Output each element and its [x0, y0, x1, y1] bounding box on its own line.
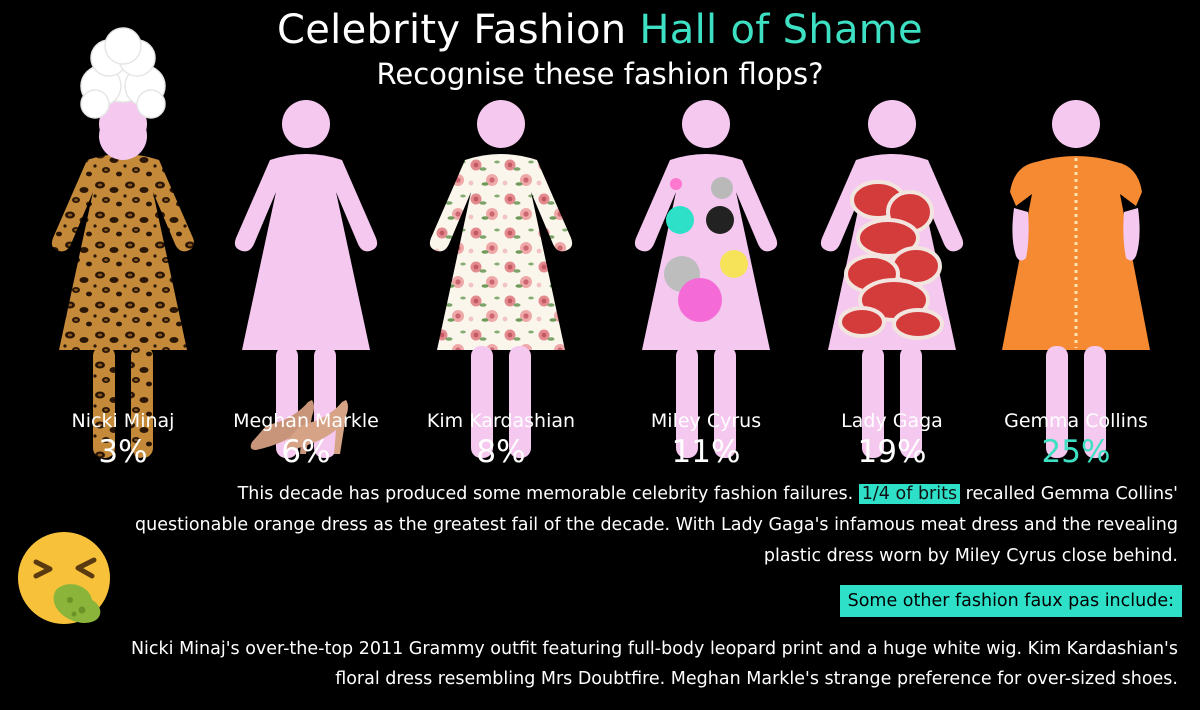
figure-dress [634, 154, 778, 350]
dress-dot [711, 177, 733, 199]
category-label: Meghan Markle [233, 410, 379, 432]
figure-arm-left [1012, 208, 1029, 261]
meat-cut [892, 308, 944, 340]
figure-leg-left [93, 346, 115, 458]
meat-cut [838, 306, 886, 338]
figure-head [868, 100, 916, 148]
dress-dot [666, 206, 694, 234]
meat-cut [856, 218, 920, 258]
figure-dress [51, 154, 195, 350]
wig-curl [136, 89, 166, 119]
dress-dot [720, 250, 748, 278]
category-label: Gemma Collins [1004, 410, 1148, 432]
value-label: 25% [1041, 434, 1111, 470]
category-label: Lady Gaga [841, 410, 943, 432]
oversized-heel [250, 400, 314, 454]
figure-leg-left [862, 346, 884, 458]
intro-text-after: recalled Gemma Collins' questionable ora… [135, 484, 1178, 566]
figure-arm-right [1123, 208, 1140, 261]
figure-leg-right [714, 346, 736, 458]
intro-paragraph: This decade has produced some memorable … [130, 479, 1178, 572]
figure-dress [234, 154, 378, 350]
figure-head [282, 100, 330, 148]
intro-text-before: This decade has produced some memorable … [237, 484, 854, 504]
value-label: 3% [98, 434, 148, 470]
figure-orange-dress [1002, 100, 1150, 458]
category-label: Miley Cyrus [650, 410, 762, 432]
value-label: 8% [476, 434, 526, 470]
figure-head [1052, 100, 1100, 148]
figure-head [682, 100, 730, 148]
figure-chart [51, 27, 1150, 458]
figure-face [99, 112, 147, 160]
white-wig [80, 27, 166, 119]
value-label: 19% [857, 434, 927, 470]
page-title: Celebrity Fashion Hall of Shame [0, 6, 1200, 54]
figure-leg-right [509, 346, 531, 458]
figure-leopard-print [51, 27, 195, 458]
callout-box: Some other fashion faux pas include: [839, 585, 1182, 617]
nauseated-face-icon [18, 532, 110, 624]
category-label: Kim Kardashian [426, 410, 576, 432]
figure-leg-left [1046, 346, 1068, 458]
figure-dress [429, 154, 573, 350]
figure-dress [1002, 156, 1150, 350]
category-label: Nicki Minaj [71, 410, 175, 432]
wig-curl [80, 89, 110, 119]
figure-oversized-heels [234, 100, 378, 458]
value-label: 11% [671, 434, 741, 470]
figure-meat-dress [820, 100, 964, 458]
other-fails-paragraph: Nicki Minaj's over-the-top 2011 Grammy o… [130, 639, 1178, 689]
dress-dot [706, 206, 734, 234]
figure-leg-right [131, 346, 153, 458]
header: Celebrity Fashion Hall of Shame Recognis… [0, 6, 1200, 92]
figure-floral-dress [429, 100, 573, 458]
dress-dot [678, 278, 722, 322]
figure-head [477, 100, 525, 148]
figure-leg-right [900, 346, 922, 458]
figure-leg-left [471, 346, 493, 458]
dress-dot [670, 178, 682, 190]
title-part2: Hall of Shame [639, 7, 923, 53]
value-label: 6% [281, 434, 331, 470]
meat-cuts [838, 180, 944, 340]
title-part1: Celebrity Fashion [277, 7, 627, 53]
figure-plastic-dot-dress [634, 100, 778, 458]
wig-curl [104, 27, 142, 65]
figure-leg-right [1084, 346, 1106, 458]
page-subtitle: Recognise these fashion flops? [376, 57, 824, 91]
highlight-stat: 1/4 of brits [858, 484, 961, 504]
oversized-heel [284, 400, 348, 454]
figure-leg-left [676, 346, 698, 458]
